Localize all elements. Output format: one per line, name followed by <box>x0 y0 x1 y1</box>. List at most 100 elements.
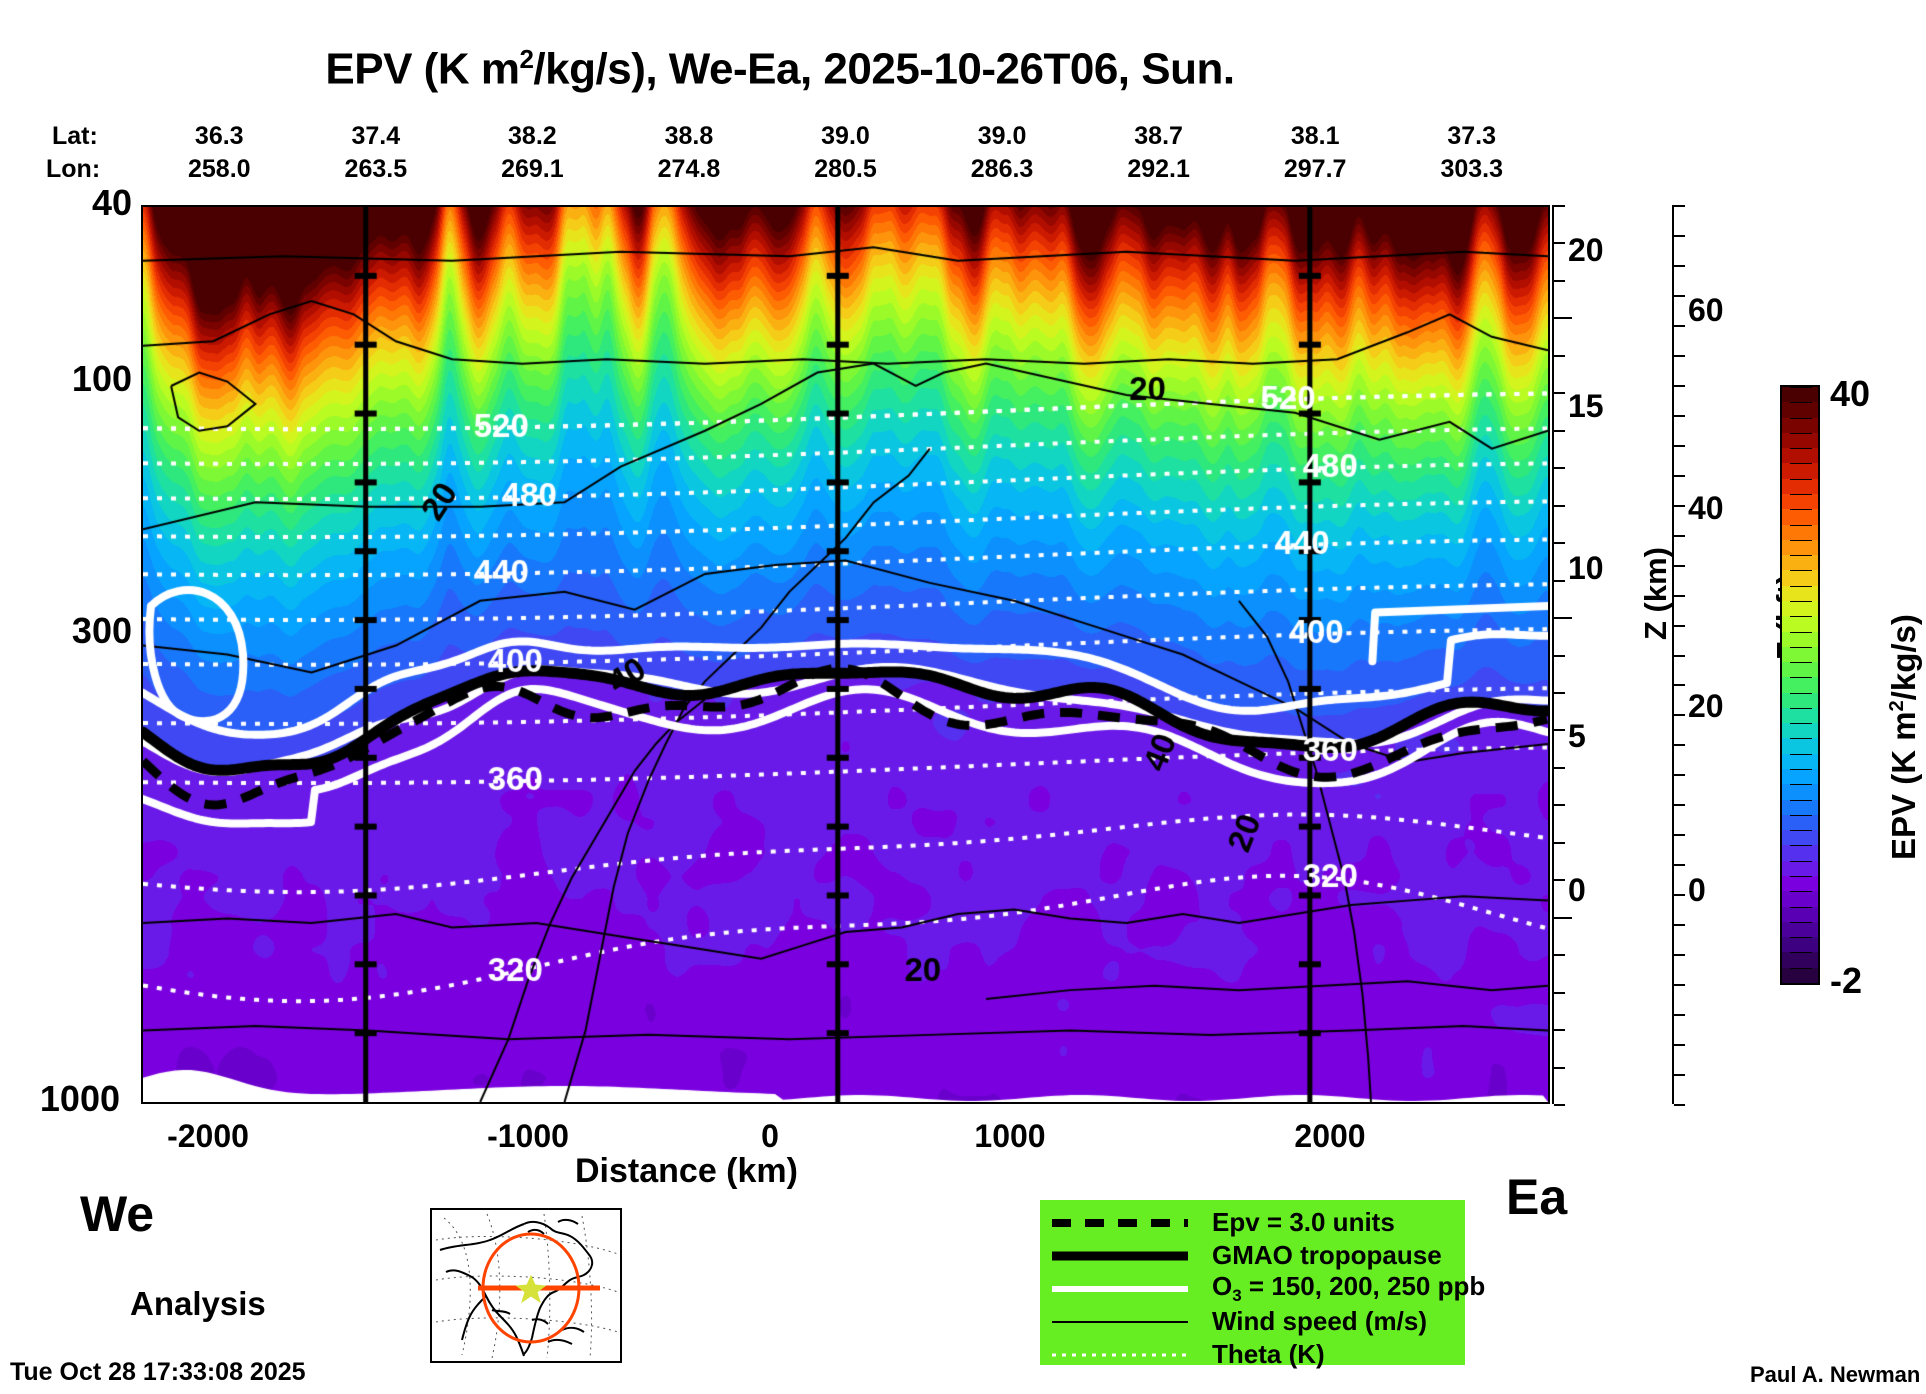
y-tick-1000: 1000 <box>39 1078 120 1119</box>
colorbar-tick-30 <box>1790 845 1812 847</box>
ruler-tick <box>1674 474 1685 477</box>
z-kft-tick-40: 40 <box>1688 490 1724 526</box>
colorbar-tick-37 <box>1790 952 1812 954</box>
ruler-tick <box>1674 924 1685 927</box>
ruler-tick <box>1674 984 1685 987</box>
ruler-tick <box>1554 279 1565 282</box>
map-inset-svg <box>435 1213 619 1359</box>
longitude-value-6: 292.1 <box>1127 155 1190 183</box>
colorbar-segment-15 <box>1782 738 1818 754</box>
z-km-axis-label: Z (km) <box>1638 547 1673 640</box>
longitude-row: Lon: 258.0 263.5 269.1 274.8 280.5 286.3 292.1… <box>0 155 1560 185</box>
x-tick-neg2000: -2000 <box>167 1118 249 1154</box>
legend-symbol-thin-black <box>1040 1305 1200 1338</box>
ruler-tick <box>1674 834 1685 837</box>
colorbar-segment-32 <box>1782 478 1818 494</box>
colorbar-segment-5 <box>1782 891 1818 907</box>
colorbar-tick-11 <box>1790 555 1812 557</box>
cross-section-plot[interactable] <box>141 205 1550 1104</box>
ruler-tick <box>1674 1104 1685 1106</box>
colorbar-tick-4 <box>1790 448 1812 450</box>
colorbar-segment-25 <box>1782 585 1818 601</box>
colorbar-tick-6 <box>1790 478 1812 480</box>
ruler-tick <box>1674 324 1685 327</box>
colorbar-tick-2 <box>1790 417 1812 419</box>
colorbar-tick-28 <box>1790 814 1812 816</box>
colorbar-tick-3 <box>1790 432 1812 434</box>
ruler-tick <box>1674 564 1685 567</box>
colorbar-tick-20 <box>1790 692 1812 694</box>
colorbar-tick-29 <box>1790 830 1812 832</box>
colorbar-segment-22 <box>1782 631 1818 647</box>
ruler-tick <box>1674 1044 1685 1047</box>
legend-symbol-solid-black-thick <box>1040 1239 1200 1272</box>
title-pre: EPV (K m <box>325 44 520 94</box>
ruler-tick <box>1674 684 1685 687</box>
colorbar-tick-0 <box>1790 387 1812 388</box>
colorbar-segment-29 <box>1782 524 1818 540</box>
colorbar-tick-17 <box>1790 646 1812 648</box>
z-kft-axis <box>1672 205 1685 1106</box>
credit-label: Paul A. Newman (NASA <box>1750 1362 1926 1387</box>
title-post: /kg/s), We-Ea, 2025-10-26T06, Sun. <box>533 44 1235 94</box>
x-tick-2000: 2000 <box>1294 1118 1366 1154</box>
z-kft-tick-60: 60 <box>1688 292 1724 328</box>
z-km-tick-10: 10 <box>1568 550 1604 586</box>
latitude-value-6: 38.7 <box>1134 122 1183 150</box>
colorbar-segment-17 <box>1782 707 1818 724</box>
colorbar-segment-13 <box>1782 769 1818 785</box>
colorbar-segment-31 <box>1782 493 1818 510</box>
west-endpoint-label: We <box>80 1186 155 1242</box>
longitude-value-2: 269.1 <box>501 155 564 183</box>
analysis-label: Analysis <box>130 1285 266 1322</box>
x-tick-neg1000: -1000 <box>487 1118 569 1154</box>
colorbar-tick-34 <box>1790 906 1812 908</box>
colorbar-segment-20 <box>1782 662 1818 678</box>
colorbar-segment-16 <box>1782 723 1818 739</box>
colorbar-tick-39 <box>1790 983 1812 984</box>
ruler-tick <box>1554 467 1565 470</box>
z-km-tick-0: 0 <box>1568 872 1586 908</box>
longitude-value-1: 263.5 <box>344 155 408 183</box>
ruler-tick <box>1554 916 1572 919</box>
colorbar-tick-14 <box>1790 600 1812 602</box>
colorbar-tick-9 <box>1790 524 1812 526</box>
legend-label-ozone: O3 = 150, 200, 250 ppb <box>1212 1270 1486 1306</box>
colorbar-segment-37 <box>1782 402 1818 418</box>
colorbar-tick-15 <box>1790 616 1812 618</box>
page-title: EPV (K m2/kg/s), We-Ea, 2025-10-26T06, S… <box>0 44 1560 95</box>
ruler-tick <box>1554 841 1565 844</box>
ruler-tick <box>1674 864 1685 867</box>
colorbar-tick-7 <box>1790 493 1812 495</box>
colorbar-label-post: /kg/s) <box>1885 614 1922 701</box>
colorbar-segment-38 <box>1782 387 1818 403</box>
colorbar-tick-27 <box>1790 799 1812 801</box>
ruler-tick <box>1674 744 1685 747</box>
z-kft-tick-20: 20 <box>1688 688 1724 724</box>
ruler-tick <box>1674 804 1685 807</box>
ruler-tick <box>1554 542 1565 545</box>
colorbar-tick-8 <box>1790 509 1812 511</box>
legend-item-epv: Epv = 3.0 units <box>1040 1206 1465 1239</box>
ruler-tick <box>1674 1014 1685 1017</box>
colorbar-segment-9 <box>1782 830 1818 846</box>
legend-item-theta: Theta (K) <box>1040 1338 1465 1371</box>
y-tick-300: 300 <box>71 610 132 651</box>
ruler-tick <box>1674 714 1685 717</box>
map-inset[interactable] <box>430 1208 622 1363</box>
colorbar-segment-28 <box>1782 539 1818 556</box>
colorbar-tick-32 <box>1790 876 1812 878</box>
colorbar-segment-2 <box>1782 937 1818 953</box>
ruler-tick <box>1674 624 1685 627</box>
ruler-tick <box>1554 654 1565 657</box>
legend-item-wind: Wind speed (m/s) <box>1040 1305 1465 1338</box>
x-tick-0: 0 <box>761 1118 779 1154</box>
ruler-tick <box>1554 691 1565 694</box>
colorbar-segment-19 <box>1782 677 1818 693</box>
legend-symbol-solid-white <box>1040 1272 1200 1305</box>
colorbar-tick-36 <box>1790 937 1812 939</box>
colorbar-tick-12 <box>1790 570 1812 572</box>
colorbar-segment-24 <box>1782 600 1818 617</box>
longitude-value-0: 258.0 <box>187 155 251 183</box>
legend-symbol-dashed-black <box>1040 1206 1200 1239</box>
